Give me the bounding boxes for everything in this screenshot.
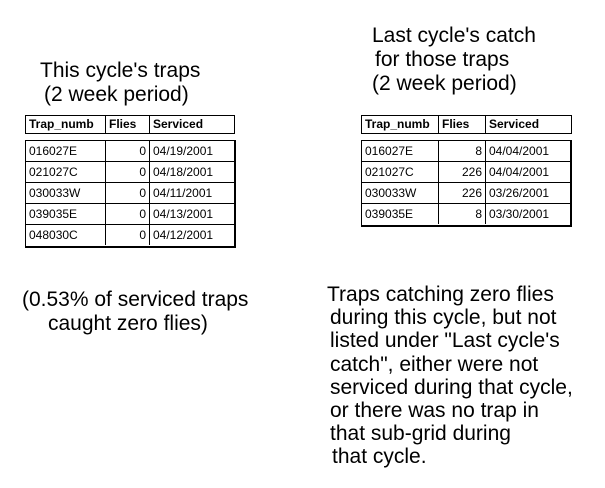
flies-cell[interactable]: 8 (439, 204, 486, 224)
left-note-line2: caught zero flies) (48, 312, 208, 335)
column-header-flies[interactable]: Flies (106, 116, 150, 133)
left-note: (0.53% of serviced traps caught zero fli… (22, 288, 248, 336)
right-title-line2: for those traps (375, 48, 510, 71)
left-title-line1: This cycle's traps (40, 59, 201, 82)
trap-cell[interactable]: 039035E (362, 204, 439, 224)
table-row[interactable]: 039035E 0 04/13/2001 (26, 204, 234, 225)
serviced-cell[interactable]: 04/18/2001 (153, 165, 214, 179)
table-header: Trap_numb Flies Serviced (25, 115, 235, 134)
right-note-line: Traps catching zero flies (327, 283, 554, 306)
right-note-line: listed under "Last cycle's (330, 329, 560, 353)
left-title-line2: (2 week period) (44, 83, 189, 106)
table-body: 016027E 8 04/04/2001 021027C 226 04/04/2001 03… (361, 140, 572, 227)
flies-cell[interactable]: 8 (439, 141, 486, 161)
flies-cell[interactable]: 0 (106, 162, 150, 182)
flies-cell[interactable]: 226 (439, 183, 486, 203)
table-row[interactable]: 039035E 8 03/30/2001 (362, 204, 570, 225)
right-note-line: that cycle. (332, 445, 427, 469)
trap-cell[interactable]: 021027C (362, 162, 439, 182)
flies-cell[interactable]: 0 (106, 204, 150, 224)
left-title: This cycle's traps (2 week period) (40, 59, 200, 107)
this-cycle-traps-table: Trap_numb Flies Serviced 016027E 0 04/19/2… (25, 115, 236, 248)
flies-cell[interactable]: 0 (106, 141, 150, 161)
serviced-cell[interactable]: 04/04/2001 (489, 165, 550, 179)
column-header-trap[interactable]: Trap_numb (26, 116, 106, 133)
table-row[interactable]: 030033W 226 03/26/2001 (362, 183, 570, 204)
table-row[interactable]: 021027C 0 04/18/2001 (26, 162, 234, 183)
right-note-line: serviced during that cycle, (330, 375, 573, 399)
trap-cell[interactable]: 021027C (26, 162, 106, 182)
serviced-cell[interactable]: 04/19/2001 (153, 144, 214, 158)
serviced-cell[interactable]: 04/11/2001 (153, 186, 213, 200)
flies-cell[interactable]: 0 (106, 225, 150, 245)
column-header-serviced[interactable]: Serviced (153, 117, 204, 131)
right-title-line1: Last cycle's catch (372, 24, 536, 47)
trap-cell[interactable]: 030033W (362, 183, 439, 203)
trap-cell[interactable]: 048030C (26, 225, 106, 245)
table-header: Trap_numb Flies Serviced (361, 115, 572, 134)
right-note-line: during this cycle, but not (330, 306, 557, 330)
table-row[interactable]: 016027E 8 04/04/2001 (362, 141, 570, 162)
right-note-line: catch", either were not (330, 352, 539, 376)
trap-cell[interactable]: 030033W (26, 183, 106, 203)
column-header-flies[interactable]: Flies (439, 116, 486, 133)
table-row[interactable]: 048030C 0 04/12/2001 (26, 225, 234, 246)
table-row[interactable]: 021027C 226 04/04/2001 (362, 162, 570, 183)
trap-cell[interactable]: 016027E (26, 141, 106, 161)
serviced-cell[interactable]: 04/13/2001 (153, 207, 214, 221)
serviced-cell[interactable]: 04/12/2001 (153, 228, 214, 242)
right-note: Traps catching zero flies during this cy… (327, 283, 573, 469)
table-row[interactable]: 030033W 0 04/11/2001 (26, 183, 234, 204)
flies-cell[interactable]: 226 (439, 162, 486, 182)
flies-cell[interactable]: 0 (106, 183, 150, 203)
column-header-trap[interactable]: Trap_numb (362, 116, 439, 133)
right-title: Last cycle's catch for those traps (2 we… (372, 24, 536, 96)
trap-cell[interactable]: 039035E (26, 204, 106, 224)
column-header-serviced[interactable]: Serviced (489, 117, 540, 131)
serviced-cell[interactable]: 04/04/2001 (489, 144, 550, 158)
last-cycle-catch-table: Trap_numb Flies Serviced 016027E 8 04/04/2… (361, 115, 572, 227)
left-note-line1: (0.53% of serviced traps (22, 288, 249, 311)
right-note-line: or there was no trap in (330, 399, 539, 423)
table-body: 016027E 0 04/19/2001 021027C 0 04/18/2001 0300… (25, 140, 236, 248)
table-row[interactable]: 016027E 0 04/19/2001 (26, 141, 234, 162)
right-title-line3: (2 week period) (372, 72, 517, 95)
trap-cell[interactable]: 016027E (362, 141, 439, 161)
serviced-cell[interactable]: 03/26/2001 (489, 186, 550, 200)
serviced-cell[interactable]: 03/30/2001 (489, 207, 550, 221)
right-note-line: that sub-grid during (330, 422, 511, 446)
